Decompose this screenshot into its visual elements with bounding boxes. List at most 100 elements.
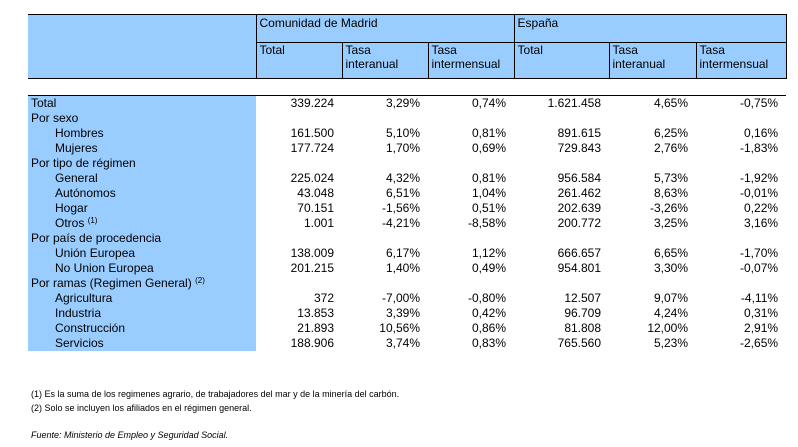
header-corner-lower xyxy=(28,42,257,79)
table-row: General 225.024 4,32% 0,81% 956.584 5,73% -1,9… xyxy=(28,171,786,186)
row-label: Servicios xyxy=(28,336,256,351)
footnote-2: (2) Solo se incluyen los afiliados en el… xyxy=(31,403,252,413)
cell-value: 1,40% xyxy=(385,261,420,275)
cell-value: 81.808 xyxy=(564,321,602,335)
header-spain: España xyxy=(514,14,787,43)
row-label: Unión Europea xyxy=(28,246,256,261)
cell-value: 0,51% xyxy=(471,201,507,215)
cell-value: 956.584 xyxy=(557,171,602,185)
group-label: Por sexo xyxy=(28,111,256,126)
cell-value xyxy=(696,156,786,171)
cell-value: 5,73% xyxy=(653,171,689,185)
cell-value: 0,83% xyxy=(471,336,507,350)
cell-value xyxy=(428,276,514,291)
table-row: Autónomos 43.048 6,51% 1,04% 261.462 8,63% -0,… xyxy=(28,186,786,201)
header-corner xyxy=(28,14,257,43)
cell-value: 6,65% xyxy=(653,246,689,260)
header-spain-total: Total xyxy=(514,42,610,79)
group-label: Por país de procedencia xyxy=(28,231,256,246)
cell-value: 0,69% xyxy=(471,141,507,155)
header-madrid: Comunidad de Madrid xyxy=(256,14,515,43)
row-label: No Union Europea xyxy=(28,261,256,276)
cell-value xyxy=(514,276,609,291)
cell-value xyxy=(342,276,428,291)
cell-value: -1,70% xyxy=(740,246,779,260)
cell-value: -0,01% xyxy=(740,186,779,200)
cell-value xyxy=(342,231,428,246)
cell-value: 225.024 xyxy=(290,171,334,185)
header-gap xyxy=(28,79,786,96)
cell-value xyxy=(609,231,696,246)
cell-value: 6,25% xyxy=(653,126,689,140)
cell-value: 3,16% xyxy=(744,216,779,230)
cell-value: 0,74% xyxy=(428,95,515,111)
cell-value: 2,76% xyxy=(653,141,689,155)
cell-value: 202.639 xyxy=(557,201,602,215)
footnote-1: (1) Es la suma de los regimenes agrario,… xyxy=(31,389,400,399)
cell-value: 200.772 xyxy=(557,216,602,230)
row-label: General xyxy=(28,171,256,186)
row-label: Autónomos xyxy=(28,186,256,201)
cell-value: 70.151 xyxy=(297,201,334,215)
header-madrid-total: Total xyxy=(256,42,343,79)
cell-value: 6,17% xyxy=(385,246,420,260)
table-row: Hombres 161.500 5,10% 0,81% 891.615 6,25% 0,16… xyxy=(28,126,786,141)
cell-value: -1,83% xyxy=(740,141,779,155)
header-madrid-interanual: Tasa interanual xyxy=(342,42,429,79)
cell-value: 0,16% xyxy=(744,126,779,140)
cell-value: 8,63% xyxy=(653,186,689,200)
table-row: Unión Europea 138.009 6,17% 1,12% 666.657 6,6… xyxy=(28,246,786,261)
cell-value xyxy=(609,111,696,126)
cell-value: 372 xyxy=(313,291,334,305)
cell-value: 0,81% xyxy=(471,171,507,185)
cell-value: 0,81% xyxy=(471,126,507,140)
table-row: Por ramas (Regimen General) (2) xyxy=(28,276,786,291)
table-row: Total 339.224 3,29% 0,74% 1.621.458 4,65% -0,7… xyxy=(28,95,787,111)
cell-value: 12.507 xyxy=(564,291,602,305)
cell-value xyxy=(256,111,342,126)
cell-value: 188.906 xyxy=(290,336,334,350)
cell-value: -3,26% xyxy=(649,201,689,215)
cell-value: -0,07% xyxy=(740,261,779,275)
afiliados-table: Comunidad de Madrid España Total Tasa int… xyxy=(28,14,787,351)
cell-value: 12,00% xyxy=(647,321,689,335)
table-row: Por país de procedencia xyxy=(28,231,786,246)
cell-value: 10,56% xyxy=(379,321,420,335)
table-row: Por sexo xyxy=(28,111,786,126)
group-label: Por tipo de régimen xyxy=(28,156,256,171)
cell-value xyxy=(342,111,428,126)
footnote-ref: (2) xyxy=(195,276,205,285)
table-row: Construcción 21.893 10,56% 0,86% 81.808 12,00… xyxy=(28,321,786,336)
cell-value: 1.621.458 xyxy=(514,95,610,111)
source-note: Fuente: Ministerio de Empleo y Seguridad… xyxy=(31,430,229,440)
cell-value: 9,07% xyxy=(653,291,689,305)
cell-value: 4,32% xyxy=(385,171,420,185)
cell-value: -4,11% xyxy=(740,291,779,305)
cell-value: -7,00% xyxy=(381,291,420,305)
cell-value xyxy=(696,276,786,291)
cell-value: -8,58% xyxy=(467,216,507,230)
group-label: Por ramas (Regimen General) (2) xyxy=(28,276,256,291)
cell-value: 96.709 xyxy=(564,306,602,320)
cell-value xyxy=(428,231,514,246)
header-spain-intermensual: Tasa intermensual xyxy=(696,42,787,79)
cell-value xyxy=(256,156,342,171)
footnote-ref: (1) xyxy=(87,216,98,225)
cell-value: 0,42% xyxy=(471,306,507,320)
cell-value xyxy=(696,111,786,126)
cell-value: 954.801 xyxy=(557,261,602,275)
cell-value xyxy=(256,231,342,246)
cell-value: 138.009 xyxy=(290,246,334,260)
cell-value: 5,23% xyxy=(653,336,689,350)
cell-value: 21.893 xyxy=(297,321,334,335)
cell-value: 5,10% xyxy=(385,126,420,140)
cell-value: 6,51% xyxy=(385,186,420,200)
cell-value: -0,80% xyxy=(467,291,507,305)
cell-value: 765.560 xyxy=(557,336,602,350)
cell-value: 3,74% xyxy=(385,336,420,350)
row-label: Total xyxy=(28,95,256,111)
cell-value: 4,65% xyxy=(609,95,697,111)
cell-value: 13.853 xyxy=(297,306,334,320)
cell-value: 3,25% xyxy=(653,216,689,230)
row-label: Agricultura xyxy=(28,291,256,306)
